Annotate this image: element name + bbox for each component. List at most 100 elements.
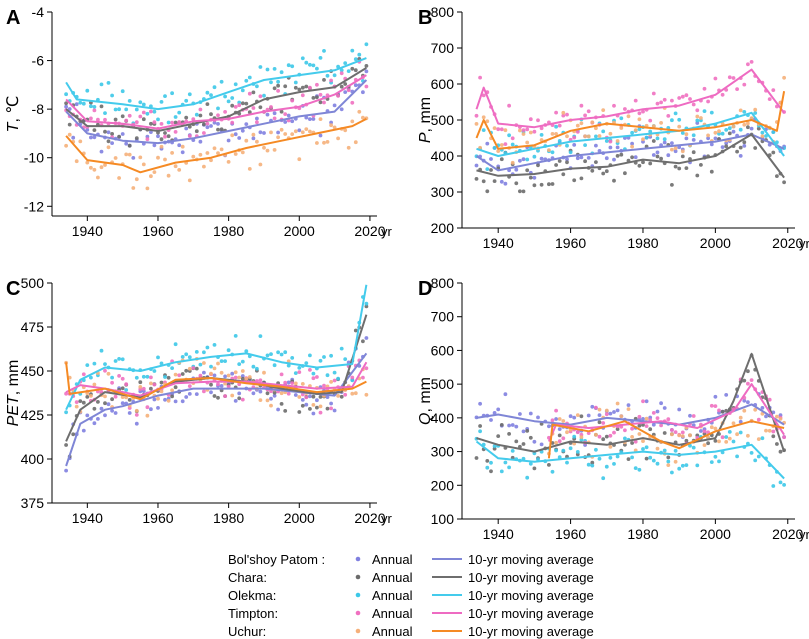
annual-point	[499, 127, 504, 132]
annual-point	[120, 132, 125, 136]
annual-point	[202, 164, 206, 169]
y-axis-title: PET, mm	[5, 360, 22, 427]
annual-point	[209, 390, 213, 395]
annual-point	[709, 142, 714, 147]
annual-point	[308, 368, 312, 372]
y-tick-label: 800	[431, 275, 455, 291]
annual-point	[262, 93, 266, 98]
annual-point	[655, 150, 660, 155]
annual-point	[300, 403, 305, 408]
annual-point	[191, 366, 196, 370]
annual-point	[279, 127, 284, 132]
panel-letter-C: C	[6, 278, 20, 300]
annual-point	[756, 454, 761, 459]
annual-point	[251, 391, 256, 396]
annual-point	[244, 122, 249, 126]
annual-point	[630, 141, 634, 146]
annual-point	[226, 373, 231, 378]
annual-point	[680, 94, 685, 99]
y-tick-label: 375	[21, 495, 45, 511]
annual-point	[590, 120, 595, 125]
annual-point	[293, 381, 298, 386]
annual-point	[724, 393, 729, 397]
annual-point	[532, 439, 537, 444]
annual-point	[233, 152, 238, 156]
annual-point	[550, 132, 555, 136]
annual-point	[226, 160, 231, 164]
annual-point	[212, 343, 217, 347]
annual-point	[92, 135, 97, 140]
annual-point	[145, 134, 150, 139]
annual-point	[64, 92, 68, 97]
annual-point	[247, 110, 252, 115]
annual-point	[332, 73, 337, 78]
annual-point	[557, 159, 562, 163]
annual-point	[612, 410, 616, 414]
annual-point	[258, 94, 263, 99]
legend-ma-label: 10-yr moving average	[468, 570, 594, 585]
annual-point	[187, 392, 192, 396]
annual-point	[92, 382, 97, 387]
annual-point	[113, 359, 118, 363]
annual-point	[738, 127, 743, 132]
annual-point	[648, 161, 653, 166]
moving-average-line-uchur	[65, 118, 367, 174]
annual-point	[279, 70, 284, 75]
annual-point	[604, 464, 609, 469]
annual-point	[297, 157, 302, 162]
annual-point	[343, 392, 348, 397]
annual-point	[782, 435, 786, 440]
annual-point	[691, 150, 696, 155]
legend-ma-label: 10-yr moving average	[468, 552, 594, 567]
annual-point	[85, 413, 90, 418]
annual-point	[720, 409, 725, 414]
annual-point	[315, 95, 319, 100]
annual-point	[496, 407, 501, 412]
annual-point	[579, 435, 584, 439]
annual-point	[149, 386, 153, 391]
annual-point	[492, 444, 497, 448]
annual-point	[240, 150, 245, 155]
annual-point	[297, 410, 302, 414]
annual-point	[764, 414, 768, 419]
annual-point	[89, 165, 93, 170]
annual-point	[212, 146, 217, 151]
annual-point	[709, 110, 714, 115]
annual-point	[353, 328, 358, 333]
moving-average-line-timpton	[547, 383, 785, 442]
annual-point	[156, 134, 160, 139]
legend-station-name: Chara:	[228, 570, 267, 585]
annual-point	[735, 87, 739, 91]
annual-point	[597, 413, 602, 417]
annual-point	[778, 449, 783, 454]
annual-point	[601, 437, 606, 442]
annual-point	[251, 90, 256, 95]
annual-point	[720, 450, 725, 455]
annual-point	[145, 413, 150, 418]
annual-point	[120, 89, 125, 94]
y-tick-label: 600	[431, 342, 455, 358]
annual-point	[724, 144, 729, 149]
annual-point	[528, 461, 533, 466]
y-axis-title: T, ℃	[5, 96, 22, 133]
annual-point	[619, 414, 624, 419]
annual-point	[64, 468, 68, 473]
annual-point	[187, 384, 192, 388]
annual-point	[361, 90, 365, 95]
annual-point	[594, 126, 598, 131]
annual-point	[586, 462, 591, 467]
annual-point	[702, 86, 707, 91]
annual-point	[255, 366, 259, 371]
annual-point	[561, 448, 566, 453]
moving-average-line-bolshoypatom	[65, 79, 368, 145]
annual-point	[655, 416, 660, 420]
annual-point	[159, 122, 164, 126]
y-tick-label: 100	[431, 511, 455, 527]
x-tick-label: 1980	[627, 526, 658, 542]
annual-point	[286, 363, 291, 368]
annual-point	[518, 189, 522, 194]
y-tick-label: 800	[431, 4, 455, 20]
annual-point	[485, 459, 490, 463]
annual-point	[219, 79, 224, 84]
y-axis-title: P, mm	[417, 97, 434, 143]
